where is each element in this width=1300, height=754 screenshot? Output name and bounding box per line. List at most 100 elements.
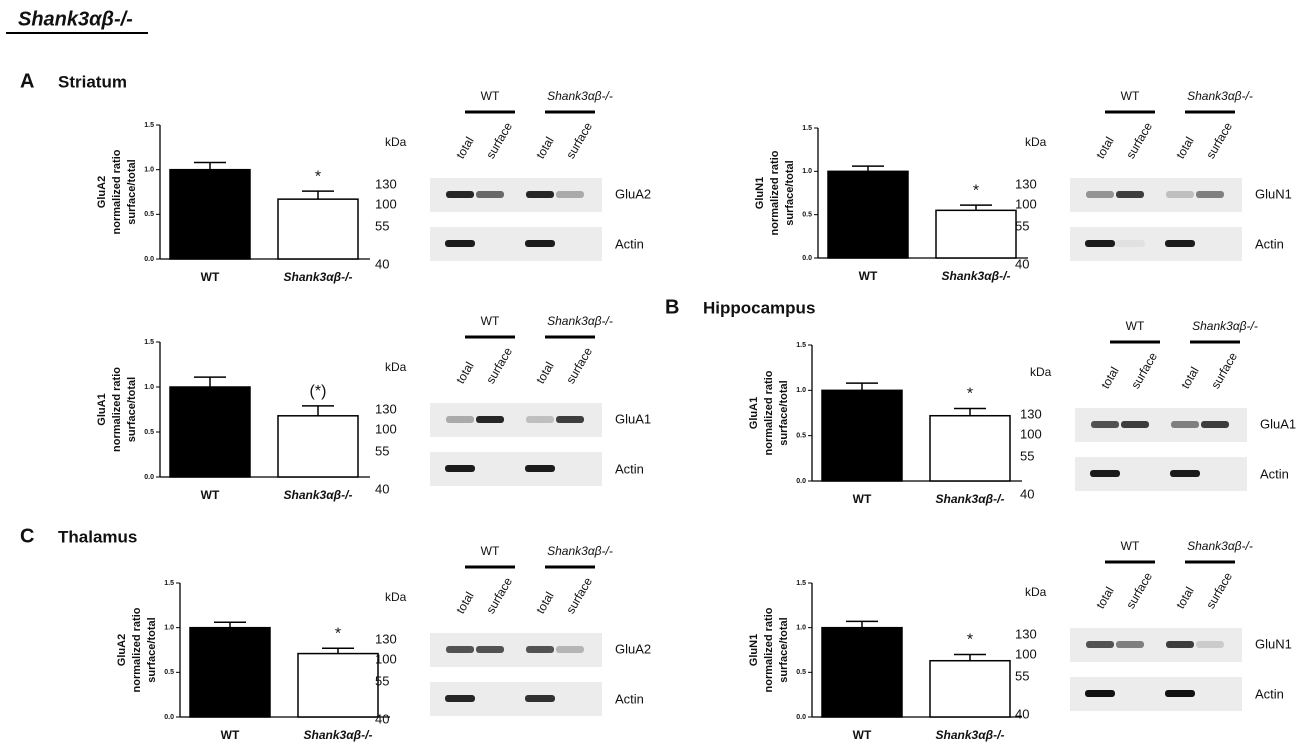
bar	[277, 415, 359, 478]
y-axis-label: surface/total	[784, 160, 796, 225]
marker-label: 40	[375, 481, 389, 496]
band-label: GluA2	[615, 641, 651, 656]
band	[525, 695, 555, 702]
band	[1196, 191, 1224, 198]
bar	[297, 652, 379, 718]
significance-mark: *	[967, 632, 973, 649]
x-tick-label: WT	[859, 269, 878, 283]
bar	[169, 168, 251, 260]
y-axis-label: surface/total	[126, 159, 138, 224]
bar	[821, 389, 903, 482]
lane-label: total	[533, 359, 556, 386]
band-label: Actin	[615, 236, 644, 251]
y-tick-label: 0.0	[802, 255, 812, 262]
band	[1116, 191, 1144, 198]
lane-label: surface	[563, 345, 595, 386]
band	[1166, 191, 1194, 198]
lane-label: surface	[1123, 570, 1155, 611]
lane-label: total	[453, 359, 476, 386]
band-label: GluN1	[1255, 636, 1292, 651]
y-tick-label: 0.5	[802, 212, 812, 219]
x-tick-label: WT	[853, 492, 872, 506]
blot-group-label: Shank3αβ-/-	[1192, 319, 1258, 333]
y-tick-label: 0.0	[796, 714, 806, 721]
y-tick-label: 0.0	[144, 256, 154, 263]
band-label: GluA2	[615, 186, 651, 201]
band	[1201, 421, 1229, 428]
bar	[827, 170, 909, 259]
y-tick-label: 0.5	[164, 669, 174, 676]
band	[526, 646, 554, 653]
band	[556, 191, 584, 198]
band	[1090, 470, 1120, 477]
blot-group-label: WT	[1121, 539, 1140, 553]
marker-label: 130	[1015, 626, 1037, 641]
band	[1165, 690, 1195, 697]
band	[556, 416, 584, 423]
y-axis-label: GluA1	[748, 397, 760, 429]
blot-group-label: Shank3αβ-/-	[547, 314, 613, 328]
y-tick-label: 1.5	[144, 122, 154, 129]
x-tick-label: Shank3αβ-/-	[284, 270, 353, 284]
y-tick-label: 0.5	[144, 211, 154, 218]
marker-label: 40	[375, 256, 389, 271]
bar	[277, 198, 359, 260]
marker-label: 55	[375, 673, 389, 688]
panel-letter: A	[20, 70, 34, 92]
y-tick-label: 1.5	[796, 580, 806, 587]
band	[446, 191, 474, 198]
y-axis-label: surface/total	[126, 377, 138, 442]
significance-mark: *	[335, 625, 341, 642]
band	[1165, 240, 1195, 247]
band-label: Actin	[1260, 466, 1289, 481]
band	[1086, 641, 1114, 648]
band	[476, 416, 504, 423]
region-name: Hippocampus	[703, 298, 815, 317]
unit-label: kDa	[385, 135, 407, 149]
region-name: Striatum	[58, 72, 127, 91]
lane-label: surface	[1203, 120, 1235, 161]
marker-label: 100	[375, 421, 397, 436]
y-axis-label: normalized ratio	[763, 370, 775, 455]
x-tick-label: Shank3αβ-/-	[304, 728, 373, 742]
band	[1085, 240, 1115, 247]
x-tick-label: Shank3αβ-/-	[936, 728, 1005, 742]
y-tick-label: 0.0	[164, 714, 174, 721]
lane-label: surface	[483, 575, 515, 616]
panel-letter: C	[20, 525, 34, 547]
bar	[169, 386, 251, 478]
band	[1115, 240, 1145, 247]
band-label: Actin	[615, 691, 644, 706]
marker-label: 100	[1015, 196, 1037, 211]
region-name: Thalamus	[58, 527, 137, 546]
unit-label: kDa	[385, 360, 407, 374]
lane-label: total	[533, 134, 556, 161]
band	[1171, 421, 1199, 428]
y-tick-label: 1.0	[144, 384, 154, 391]
marker-label: 100	[1020, 426, 1042, 441]
lane-label: surface	[563, 120, 595, 161]
lane-label: total	[453, 134, 476, 161]
marker-label: 100	[1015, 646, 1037, 661]
lane-label: surface	[1203, 570, 1235, 611]
lane-label: surface	[483, 120, 515, 161]
band	[445, 240, 475, 247]
panel-letter: B	[665, 296, 679, 318]
y-axis-label: GluN1	[754, 177, 766, 209]
lane-label: total	[1173, 134, 1196, 161]
marker-label: 100	[375, 196, 397, 211]
y-tick-label: 0.5	[144, 429, 154, 436]
band	[476, 191, 504, 198]
band	[1121, 421, 1149, 428]
lane-label: surface	[1208, 350, 1240, 391]
band-label: GluA1	[615, 411, 651, 426]
band	[526, 416, 554, 423]
band	[1085, 690, 1115, 697]
marker-label: 130	[1020, 406, 1042, 421]
y-axis-label: GluN1	[748, 634, 760, 666]
band	[476, 646, 504, 653]
x-tick-label: Shank3αβ-/-	[936, 492, 1005, 506]
blot-group-label: WT	[1126, 319, 1145, 333]
significance-mark: (*)	[310, 383, 327, 400]
band-label: GluA1	[1260, 416, 1296, 431]
